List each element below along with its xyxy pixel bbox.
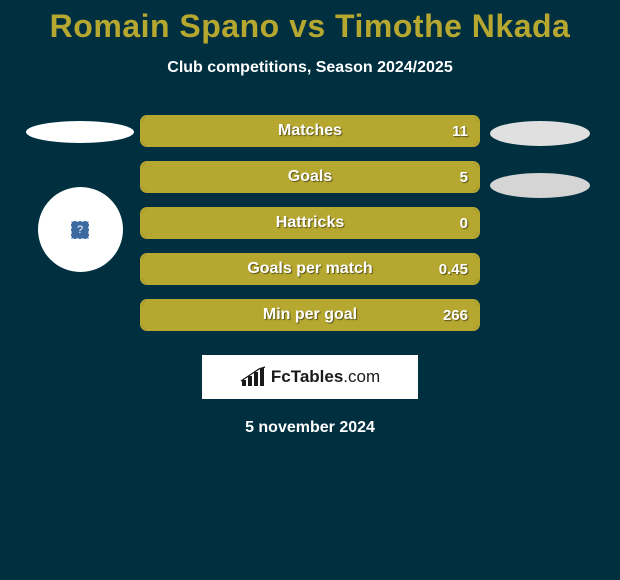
stat-label: Goals bbox=[288, 168, 332, 186]
player-right-ellipse-2 bbox=[490, 173, 590, 198]
stat-value: 0 bbox=[460, 215, 468, 232]
image-placeholder-icon: ? bbox=[71, 221, 89, 239]
brand-suffix: .com bbox=[343, 367, 380, 386]
stat-bar-hattricks: Hattricks 0 bbox=[140, 207, 480, 239]
brand-badge[interactable]: FcTables.com bbox=[202, 355, 418, 399]
page-title: Romain Spano vs Timothe Nkada bbox=[50, 8, 571, 45]
player-right-ellipse-1 bbox=[490, 121, 590, 146]
stat-label: Min per goal bbox=[263, 306, 357, 324]
brand-name: FcTables bbox=[271, 367, 343, 386]
stat-bar-goals: Goals 5 bbox=[140, 161, 480, 193]
stat-label: Matches bbox=[278, 122, 342, 140]
stat-value: 5 bbox=[460, 169, 468, 186]
stats-column: Matches 11 Goals 5 Hattricks 0 Goals per… bbox=[140, 115, 480, 331]
stat-bar-min-per-goal: Min per goal 266 bbox=[140, 299, 480, 331]
player-left-ellipse bbox=[26, 121, 134, 143]
subtitle: Club competitions, Season 2024/2025 bbox=[167, 59, 452, 77]
stat-label: Hattricks bbox=[276, 214, 344, 232]
player-right-col bbox=[480, 115, 600, 198]
main-row: ? Matches 11 Goals 5 Hattricks 0 Goals p… bbox=[0, 115, 620, 331]
brand-text: FcTables.com bbox=[271, 367, 380, 387]
stat-value: 11 bbox=[452, 123, 468, 140]
player-left-col: ? bbox=[20, 115, 140, 272]
stat-label: Goals per match bbox=[247, 260, 372, 278]
date-text: 5 november 2024 bbox=[245, 419, 375, 437]
player-left-circle: ? bbox=[38, 187, 123, 272]
bar-chart-icon bbox=[240, 366, 266, 388]
stat-value: 0.45 bbox=[439, 261, 468, 278]
stat-bar-goals-per-match: Goals per match 0.45 bbox=[140, 253, 480, 285]
comparison-card: Romain Spano vs Timothe Nkada Club compe… bbox=[0, 0, 620, 437]
stat-bar-matches: Matches 11 bbox=[140, 115, 480, 147]
stat-value: 266 bbox=[443, 307, 468, 324]
